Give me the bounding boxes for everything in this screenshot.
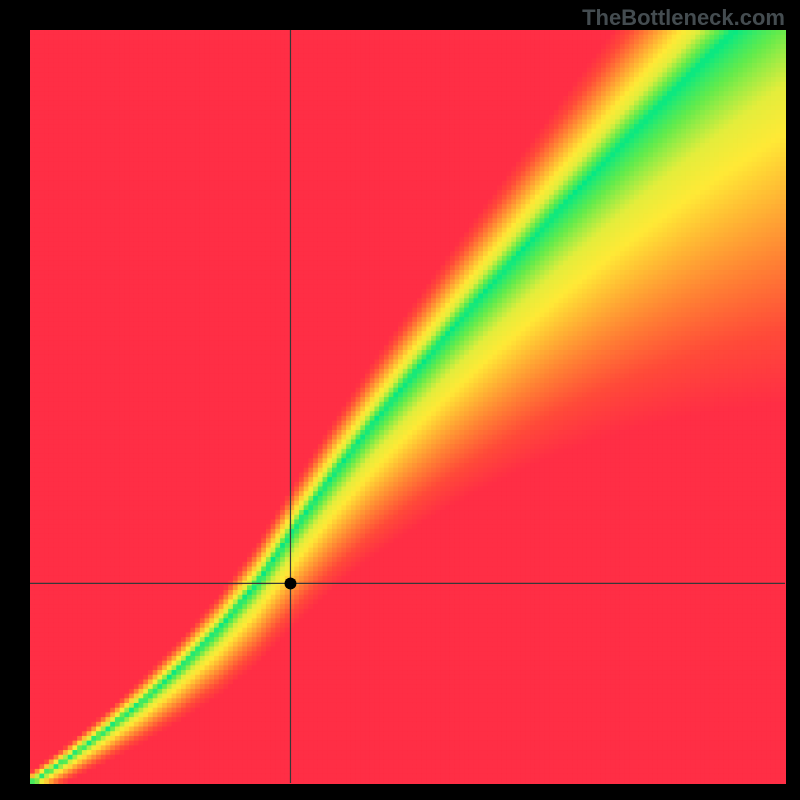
bottleneck-heatmap xyxy=(0,0,800,800)
chart-container: TheBottleneck.com xyxy=(0,0,800,800)
attribution-text: TheBottleneck.com xyxy=(582,5,785,31)
